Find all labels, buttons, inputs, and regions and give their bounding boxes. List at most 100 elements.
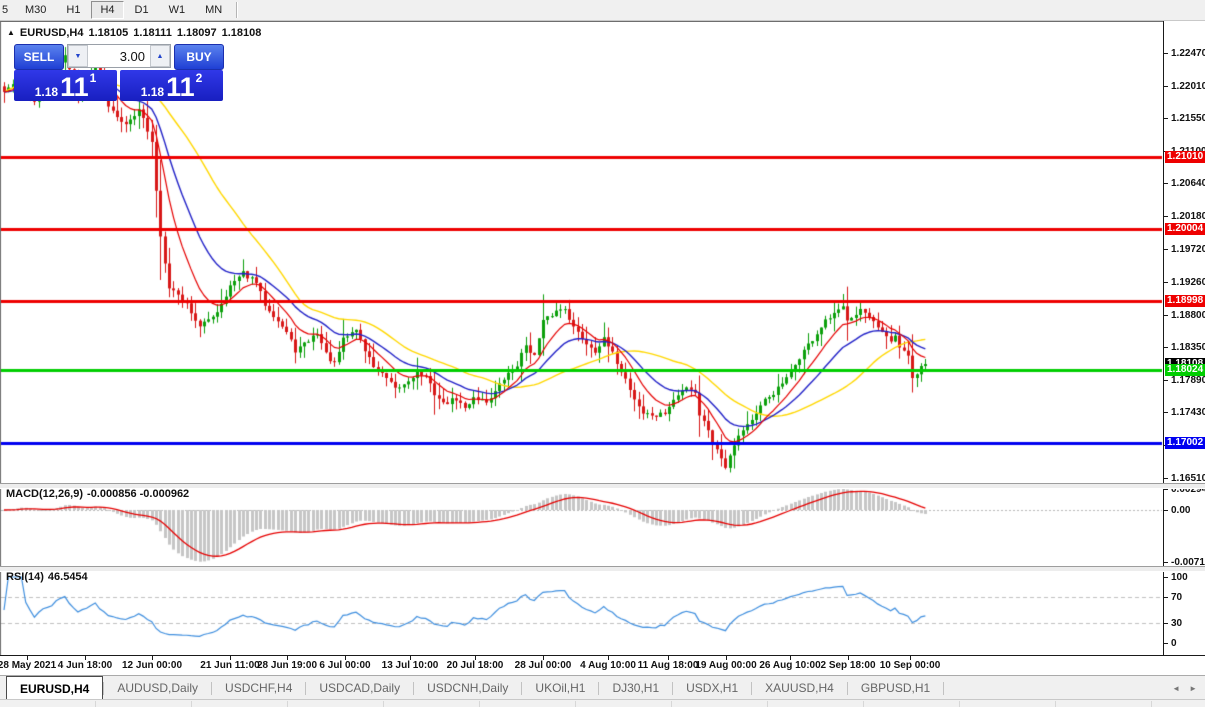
bottom-scrollbar[interactable] bbox=[0, 699, 1205, 707]
timeframe-button-w1[interactable]: W1 bbox=[168, 4, 186, 16]
axis-tick bbox=[1164, 643, 1168, 644]
price-tick-label: 1.17430 bbox=[1171, 407, 1205, 418]
buy-price-pipette: 2 bbox=[195, 71, 203, 85]
tab-ukoil-h1[interactable]: UKOil,H1 bbox=[535, 681, 586, 695]
time-tick bbox=[790, 656, 791, 660]
time-tick-label: 4 Aug 10:00 bbox=[580, 660, 636, 671]
time-tick bbox=[910, 656, 911, 660]
tab-separator bbox=[598, 681, 600, 695]
tab-eurusd-h4[interactable]: EURUSD,H4 bbox=[6, 676, 104, 700]
tab-usdcnh-daily[interactable]: USDCNH,Daily bbox=[427, 681, 509, 695]
timeframe-button-h1[interactable]: H1 bbox=[66, 4, 81, 16]
axis-tick bbox=[1164, 412, 1168, 413]
scrollbar-mark bbox=[671, 701, 672, 707]
price-tick-label: 1.21550 bbox=[1171, 113, 1205, 124]
tab-separator bbox=[672, 681, 674, 695]
price-tick-label: 1.20180 bbox=[1171, 211, 1205, 222]
rsi-tick-label: 30 bbox=[1171, 618, 1183, 629]
tab-dj30-h1[interactable]: DJ30,H1 bbox=[612, 681, 660, 695]
sell-button[interactable]: SELL bbox=[14, 44, 64, 70]
collapse-triangle-icon[interactable]: ▲ bbox=[7, 28, 15, 37]
price-tick-label: 1.22010 bbox=[1171, 81, 1205, 92]
price-tick-label: 1.17890 bbox=[1171, 375, 1205, 386]
timeframe-toolbar: 5 M30 H1 H4 D1 W1 MN bbox=[0, 0, 1205, 21]
volume-input[interactable]: 3.00 bbox=[119, 48, 145, 64]
tab-scroll-right-icon[interactable]: ► bbox=[1189, 683, 1197, 693]
hline-price-label: 1.17002 bbox=[1165, 437, 1205, 449]
toolbar-separator bbox=[236, 2, 239, 18]
axis-tick bbox=[1164, 597, 1168, 598]
timeframe-button-h4[interactable]: H4 bbox=[91, 1, 124, 19]
time-tick-label: 28 Jun 19:00 bbox=[256, 660, 318, 671]
time-tick bbox=[726, 656, 727, 660]
timeframe-button-5[interactable]: 5 bbox=[2, 4, 9, 16]
scrollbar-mark bbox=[95, 701, 96, 707]
tab-usdcad-daily[interactable]: USDCAD,Daily bbox=[319, 681, 401, 695]
price-tick-label: 1.19260 bbox=[1171, 277, 1205, 288]
time-tick-label: 28 Jul 00:00 bbox=[514, 660, 572, 671]
tab-separator bbox=[943, 681, 945, 695]
macd-pane-splitter[interactable] bbox=[0, 483, 1205, 489]
tab-scroll-left-icon[interactable]: ◄ bbox=[1172, 683, 1181, 693]
tab-xauusd-h4[interactable]: XAUUSD,H4 bbox=[765, 681, 834, 695]
timeframe-button-mn[interactable]: MN bbox=[205, 4, 223, 16]
price-axis[interactable]: 1.224701.220101.215501.211001.206401.201… bbox=[1163, 21, 1205, 655]
time-tick-label: 4 Jun 18:00 bbox=[57, 660, 113, 671]
axis-tick bbox=[1164, 86, 1168, 87]
tab-usdx-h1[interactable]: USDX,H1 bbox=[686, 681, 739, 695]
sell-price-pips: 11 bbox=[60, 72, 89, 102]
time-tick bbox=[668, 656, 669, 660]
timeframe-button-m30[interactable]: M30 bbox=[25, 4, 47, 16]
buy-button[interactable]: BUY bbox=[174, 44, 224, 70]
rsi-tick-label: 0 bbox=[1171, 638, 1177, 649]
buy-price-prefix: 1.18 bbox=[140, 85, 165, 99]
chart-tab-bar: EURUSD,H4 AUDUSD,Daily USDCHF,H4 USDCAD,Dai… bbox=[0, 675, 1205, 700]
time-tick-label: 28 May 2021 bbox=[0, 660, 57, 671]
time-tick-label: 21 Jun 11:00 bbox=[200, 660, 260, 671]
axis-tick bbox=[1164, 347, 1168, 348]
ohlc-low: 1.18097 bbox=[176, 27, 217, 39]
time-tick bbox=[85, 656, 86, 660]
hline-price-label: 1.21010 bbox=[1165, 151, 1205, 163]
time-tick bbox=[230, 656, 231, 660]
axis-tick bbox=[1164, 623, 1168, 624]
time-tick-label: 10 Sep 00:00 bbox=[879, 660, 941, 671]
rsi-tick-label: 100 bbox=[1171, 572, 1188, 583]
tab-gbpusd-h1[interactable]: GBPUSD,H1 bbox=[860, 681, 931, 695]
axis-tick bbox=[1164, 315, 1168, 316]
tab-separator bbox=[413, 681, 415, 695]
ohlc-high: 1.18111 bbox=[133, 27, 172, 39]
scrollbar-mark bbox=[479, 701, 480, 707]
volume-increase-button[interactable]: ▲ bbox=[150, 45, 170, 67]
price-tick-label: 1.19720 bbox=[1171, 244, 1205, 255]
tab-audusd-daily[interactable]: AUDUSD,Daily bbox=[117, 681, 199, 695]
time-tick-label: 6 Jul 00:00 bbox=[319, 660, 371, 671]
scrollbar-mark bbox=[1055, 701, 1056, 707]
timeframe-button-d1[interactable]: D1 bbox=[134, 4, 149, 16]
axis-tick bbox=[1164, 380, 1168, 381]
buy-quote[interactable]: 1.18 11 2 bbox=[120, 70, 223, 101]
sell-price-pipette: 1 bbox=[89, 71, 97, 85]
time-tick bbox=[475, 656, 476, 660]
tab-usdchf-h4[interactable]: USDCHF,H4 bbox=[225, 681, 293, 695]
axis-tick bbox=[1164, 183, 1168, 184]
scrollbar-mark bbox=[1151, 701, 1152, 707]
rsi-pane-splitter[interactable] bbox=[0, 566, 1205, 572]
time-tick-label: 12 Jun 00:00 bbox=[121, 660, 183, 671]
chart-canvas[interactable] bbox=[0, 0, 1163, 655]
hline-price-label: 1.18024 bbox=[1165, 364, 1205, 376]
time-tick bbox=[287, 656, 288, 660]
sell-quote[interactable]: 1.18 11 1 bbox=[14, 70, 117, 101]
tab-separator bbox=[305, 681, 307, 695]
scrollbar-mark bbox=[191, 701, 192, 707]
time-axis[interactable]: 28 May 2021 4 Jun 18:00 12 Jun 00:00 21 Jun… bbox=[0, 655, 1205, 676]
tab-separator bbox=[211, 681, 213, 695]
volume-spinner: ▼ 3.00 ▲ bbox=[67, 44, 171, 68]
time-tick bbox=[27, 656, 28, 660]
price-tick-label: 1.18800 bbox=[1171, 310, 1205, 321]
volume-decrease-button[interactable]: ▼ bbox=[68, 45, 88, 67]
axis-tick bbox=[1164, 577, 1168, 578]
axis-tick bbox=[1164, 53, 1168, 54]
time-tick bbox=[608, 656, 609, 660]
axis-tick bbox=[1164, 562, 1168, 563]
